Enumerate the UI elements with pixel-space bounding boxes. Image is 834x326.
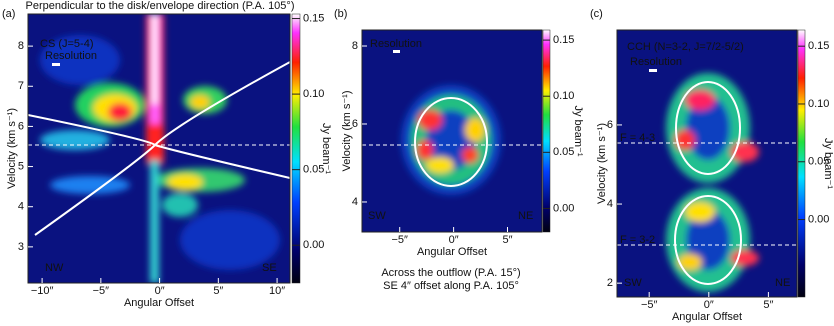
colorbar-tick-label: 0.05 [303, 164, 324, 176]
colorbar-label: Jy beam⁻¹ [320, 123, 332, 174]
annotation: F = 3-2 [620, 234, 655, 246]
image-c [617, 30, 797, 297]
caption: Across the outflow (P.A. 15°) [381, 267, 520, 279]
panel-title: Perpendicular to the disk/envelope direc… [26, 0, 295, 12]
x-axis-label: Angular Offset [417, 246, 487, 258]
annotation: Resolution [370, 38, 422, 50]
x-tick-label: 0″ [155, 285, 165, 297]
panel-label: (b) [334, 8, 347, 20]
x-tick-label: −5″ [93, 285, 110, 297]
colorbar-tick-label: 0.00 [553, 202, 574, 214]
annotation: NW [45, 262, 64, 274]
x-axis-label: Angular Offset [672, 311, 742, 323]
annotation: CS (J=5-4) [40, 38, 94, 50]
colorbar [797, 29, 806, 298]
caption: SE 4″ offset along P.A. 105° [383, 280, 519, 292]
x-tick-label: 5″ [213, 285, 223, 297]
y-tick-label: 8 [18, 40, 24, 52]
image-a [28, 14, 290, 283]
x-tick-label: −10″ [31, 285, 54, 297]
colorbar [542, 29, 551, 233]
y-tick-label: 5 [18, 160, 24, 172]
colorbar-tick-label: 0.15 [303, 12, 324, 24]
colorbar-tick-label: 0.15 [808, 40, 829, 52]
annotation: SW [368, 210, 386, 222]
annotation: Resolution [45, 50, 97, 62]
annotation: NE [775, 277, 790, 289]
annotation: Resolution [630, 56, 682, 68]
x-tick-label: 10″ [269, 285, 285, 297]
y-tick-label: 7 [18, 80, 24, 92]
colorbar-tick-label: 0.10 [553, 90, 574, 102]
x-tick-label: −5″ [392, 234, 409, 246]
panel-label: (a) [2, 8, 15, 20]
annotation: F = 4-3 [620, 132, 655, 144]
plot-frame [616, 29, 798, 298]
colorbar-label: Jy beam⁻¹ [822, 138, 834, 189]
colorbar [291, 13, 301, 284]
panel-label: (c) [590, 8, 603, 20]
y-tick-label: 2 [607, 277, 613, 289]
x-axis-label: Angular Offset [124, 297, 194, 309]
image-b [362, 30, 542, 232]
y-tick-label: 4 [352, 196, 358, 208]
annotation: SE [262, 262, 277, 274]
colorbar-tick-label: 0.10 [808, 98, 829, 110]
annotation: CCH (N=3-2, J=7/2-5/2) [627, 41, 744, 53]
colorbar-tick-label: 0.05 [553, 146, 574, 158]
annotation: SW [624, 277, 642, 289]
x-tick-label: 0″ [449, 234, 459, 246]
y-tick-label: 4 [18, 201, 24, 213]
x-tick-label: 0″ [704, 299, 714, 311]
y-tick-label: 8 [352, 40, 358, 52]
x-tick-label: 5″ [503, 234, 513, 246]
colorbar-tick-label: 0.05 [808, 156, 829, 168]
colorbar-tick-label: 0.00 [303, 239, 324, 251]
y-axis-label: Velocity (km s⁻¹) [596, 123, 608, 204]
y-axis-label: Velocity (km s⁻¹) [6, 108, 18, 189]
plot-frame [27, 13, 291, 284]
colorbar-tick-label: 0.15 [553, 34, 574, 46]
y-tick-label: 6 [18, 120, 24, 132]
colorbar-label: Jy beam⁻¹ [572, 105, 584, 156]
x-tick-label: 5″ [763, 299, 773, 311]
y-axis-label: Velocity (km s⁻¹) [341, 91, 353, 172]
y-tick-label: 4 [607, 198, 613, 210]
y-tick-label: 3 [18, 241, 24, 253]
colorbar-tick-label: 0.10 [303, 88, 324, 100]
plot-frame [361, 29, 543, 233]
x-tick-label: −5″ [641, 299, 658, 311]
annotation: NE [518, 210, 533, 222]
y-tick-label: 6 [352, 118, 358, 130]
colorbar-tick-label: 0.00 [808, 213, 829, 225]
y-tick-label: 6 [607, 119, 613, 131]
